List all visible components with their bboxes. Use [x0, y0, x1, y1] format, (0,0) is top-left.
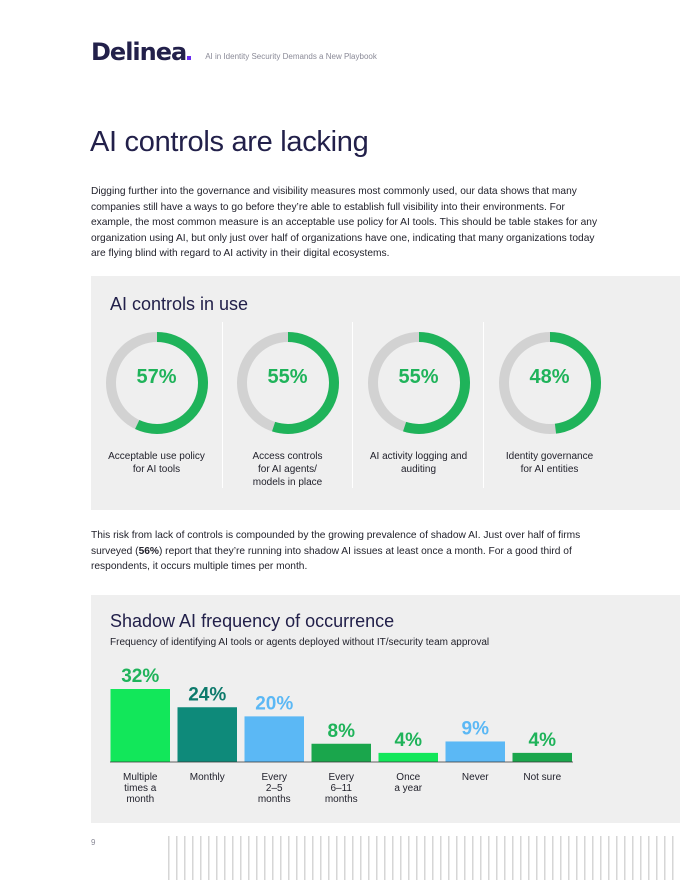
shadow-ai-bar-chart: 32% Multiple times a month 24% Monthly 20% Ever… — [110, 666, 573, 805]
donut-arc — [106, 332, 208, 434]
shadow-ai-paragraph: This risk from lack of controls is compo… — [91, 530, 581, 573]
bar-value-label: 4% — [395, 730, 423, 751]
bar — [311, 743, 371, 762]
ai-controls-title: AI controls in use — [110, 294, 249, 314]
bar-value-label: 9% — [462, 718, 490, 739]
donut-label: AI activity logging and auditing — [369, 451, 468, 475]
highlight-stat: 56% — [138, 545, 159, 557]
bar-value-label: 20% — [255, 693, 293, 714]
category-label: Every 6–11 months — [325, 772, 358, 805]
donut-percentage: 55% — [267, 366, 308, 388]
donut-label: Identity governance for AI entities — [505, 451, 594, 475]
bar-value-label: 8% — [328, 721, 356, 742]
document-subtitle: AI in Identity Security Demands a New Pl… — [205, 52, 377, 61]
donut-ring — [237, 332, 339, 434]
control-donut: 55% AI activity logging and auditing — [353, 326, 484, 501]
bar — [378, 752, 438, 762]
page-header: Delinea AI in Identity Security Demands … — [91, 38, 377, 64]
category-label: Monthly — [190, 772, 225, 783]
category-label: Not sure — [523, 772, 561, 783]
shadow-ai-chart-subtitle: Frequency of identifying AI tools or age… — [110, 637, 490, 648]
donut-arc — [368, 332, 470, 434]
donut-percentage: 48% — [529, 366, 570, 388]
intro-paragraph: Digging further into the governance and … — [91, 186, 598, 260]
category-label: Never — [462, 772, 489, 783]
control-donut: 48% Identity governance for AI entities — [484, 326, 615, 501]
donut-ring — [499, 332, 601, 434]
shadow-ai-chart-title: Shadow AI frequency of occurrence — [110, 611, 395, 631]
page-number: 9 — [91, 838, 96, 847]
category-label: Once a year — [394, 772, 422, 794]
control-donut: 57% Acceptable use policy for AI tools — [91, 326, 222, 501]
bar — [244, 716, 304, 762]
donut-label: Acceptable use policy for AI tools — [108, 451, 205, 475]
donut-arc — [499, 332, 601, 434]
category-label: Multiple times a month — [123, 772, 158, 805]
donut-ring — [106, 332, 208, 434]
bar — [445, 741, 505, 762]
bar — [512, 752, 572, 762]
bar — [177, 707, 237, 762]
ai-controls-panel: AI controls in use 57% Acceptable use po… — [91, 276, 680, 510]
donut-divider — [352, 322, 353, 488]
donut-divider — [222, 322, 223, 488]
donut-arc — [237, 332, 339, 434]
bar-value-label: 24% — [188, 684, 226, 705]
donut-ring — [368, 332, 470, 434]
control-donut: 55% Access controls for AI agents/ model… — [222, 326, 353, 501]
donut-percentage: 55% — [398, 366, 439, 388]
donut-percentage: 57% — [136, 366, 177, 388]
donut-divider — [483, 322, 484, 488]
decorative-stripes — [168, 836, 680, 880]
bar-value-label: 32% — [121, 666, 159, 687]
bar-value-label: 4% — [529, 730, 557, 751]
bar — [110, 689, 170, 762]
page-title: AI controls are lacking — [90, 126, 369, 158]
delinea-logo[interactable]: Delinea — [91, 40, 192, 64]
logo-dot-icon — [187, 56, 192, 60]
donut-label: Access controls for AI agents/ models in… — [252, 451, 323, 488]
category-label: Every 2–5 months — [258, 772, 291, 805]
shadow-ai-panel: Shadow AI frequency of occurrence Freque… — [91, 595, 680, 823]
